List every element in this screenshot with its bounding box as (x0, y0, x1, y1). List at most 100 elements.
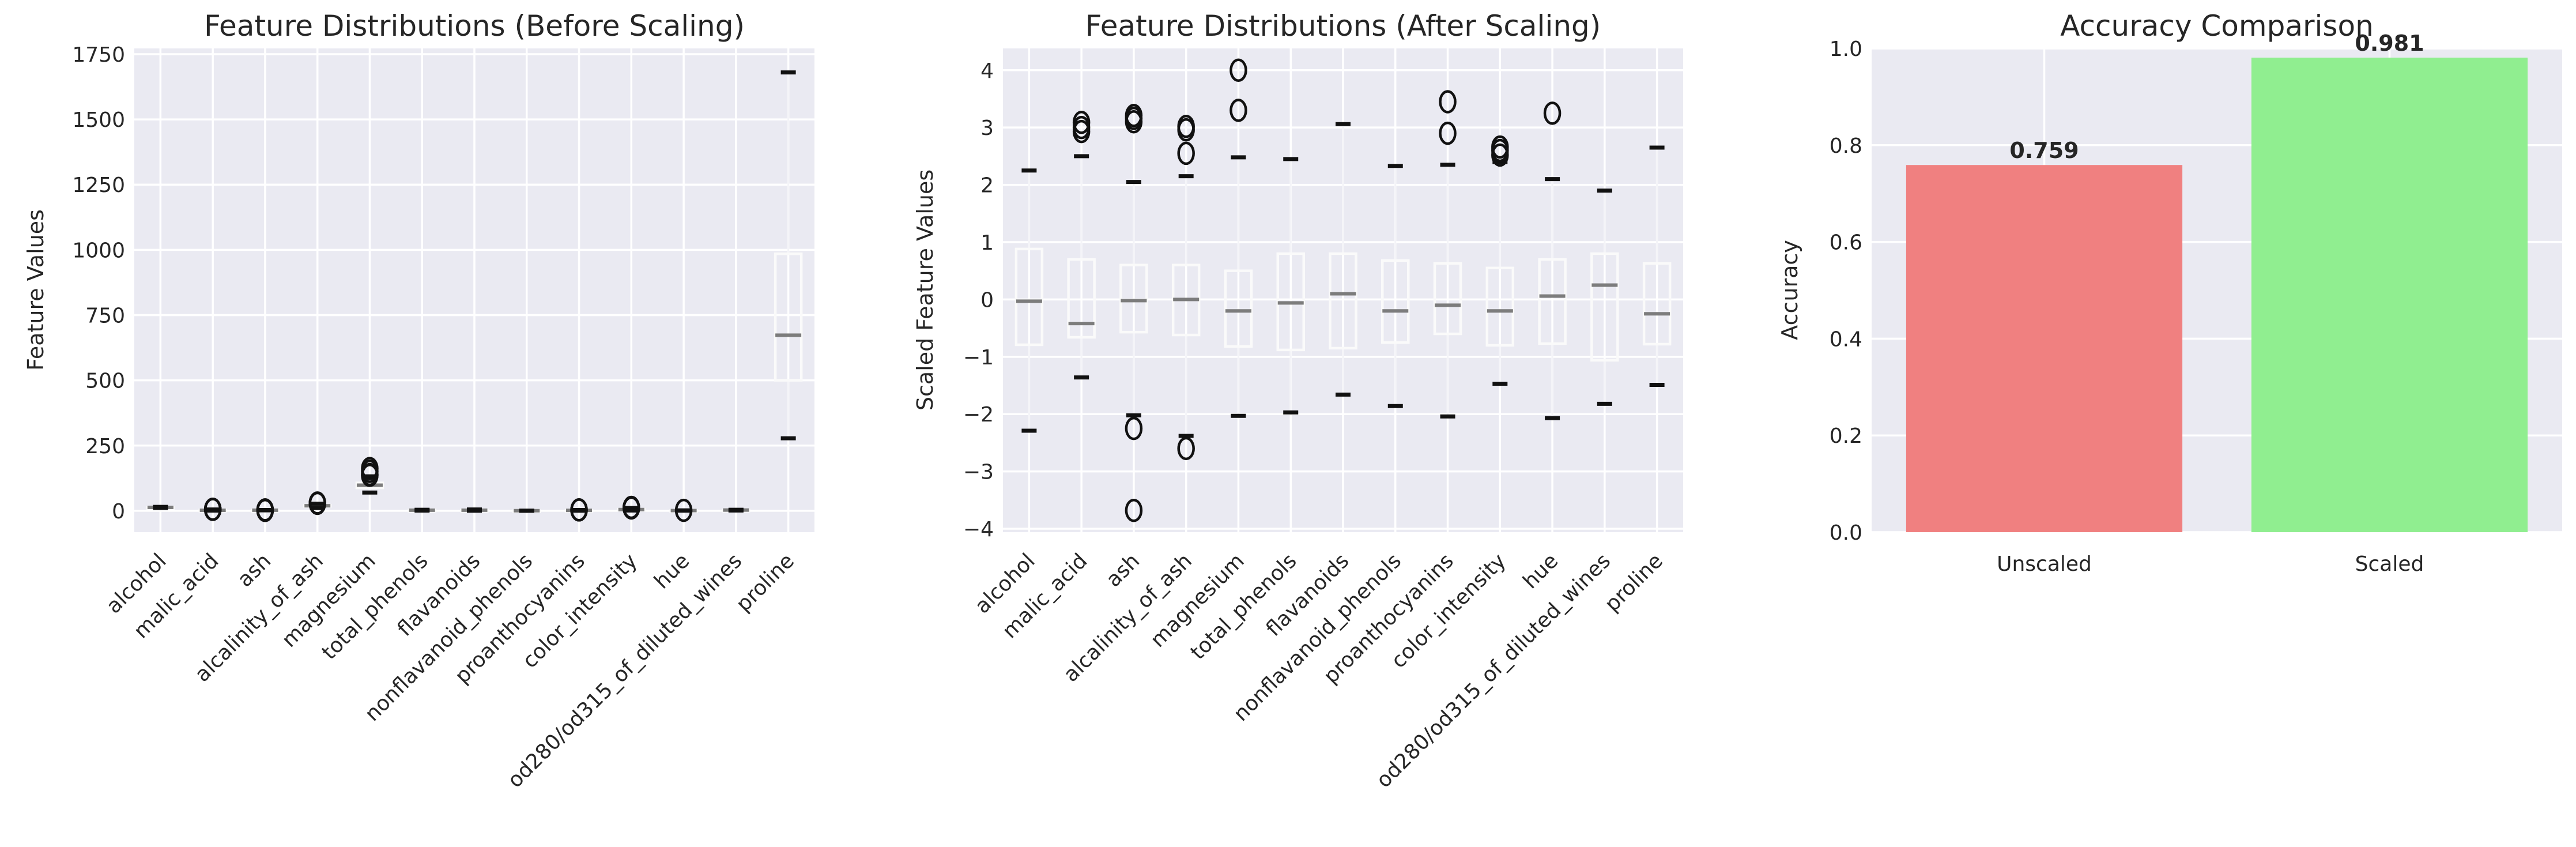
outlier-marker (623, 495, 640, 520)
boxplot-hue (1538, 101, 1567, 420)
box (1014, 247, 1044, 347)
box (1590, 252, 1619, 362)
x-tick-label: hue (1519, 549, 1563, 593)
y-tick-label: 0 (112, 500, 125, 524)
outlier-marker (1439, 90, 1457, 114)
boxplot-malic-acid (198, 498, 227, 521)
box (1224, 269, 1253, 348)
y-tick-label: 1250 (72, 174, 125, 197)
y-tick-label: −2 (963, 403, 994, 427)
y-tick-label: 0.4 (1830, 327, 1862, 351)
y-tick-label: 2 (980, 174, 994, 198)
outlier-marker (361, 457, 379, 480)
outlier-marker (1177, 436, 1195, 461)
bar-unscaled (1906, 165, 2183, 533)
y-tick-label: 0.0 (1830, 521, 1862, 545)
y-axis-label-feature-values: Feature Values (23, 209, 48, 371)
boxplot-total-phenols (408, 507, 436, 513)
box (1119, 263, 1148, 334)
outlier-marker (1125, 104, 1143, 127)
y-tick-label: 500 (85, 370, 125, 393)
boxplot-magnesium (355, 457, 384, 495)
outlier-marker (256, 498, 274, 522)
boxplot-alcohol (146, 505, 175, 510)
x-tick-label: Unscaled (1997, 552, 2092, 576)
box (1067, 258, 1096, 339)
boxplot-total-phenols (1276, 157, 1305, 415)
outlier-marker (1125, 498, 1143, 522)
y-tick-label: 3 (980, 116, 994, 140)
boxplot-alcohol (1014, 168, 1044, 433)
box (1381, 259, 1410, 344)
outlier-marker (1177, 114, 1195, 138)
outlier-marker (1229, 99, 1247, 122)
y-tick-label: −4 (963, 518, 994, 541)
boxplot-flavanoids (460, 507, 489, 513)
subplot-title-accuracy-comparison: Accuracy Comparison (2060, 9, 2374, 43)
box (1538, 258, 1567, 345)
bar-value-label: 0.981 (2355, 31, 2424, 56)
boxplot-nonflavanoid-phenols (512, 509, 541, 513)
x-tick-label: Scaled (2355, 552, 2424, 576)
x-tick-label: hue (650, 549, 695, 593)
boxplot-color-intensity (1485, 135, 1515, 386)
axes-1: 02505007501000125015001750alcoholmalic_a… (72, 43, 814, 792)
outlier-marker (570, 498, 588, 522)
subplot-title-after-scaling: Feature Distributions (After Scaling) (1085, 9, 1601, 43)
y-tick-label: 1000 (72, 239, 125, 262)
y-tick-label: 1 (980, 231, 994, 255)
y-tick-label: −1 (963, 346, 994, 370)
x-tick-label: proline (1600, 549, 1668, 616)
y-tick-label: −3 (963, 461, 994, 484)
y-tick-label: 750 (85, 304, 125, 327)
outlier-marker (1543, 101, 1562, 125)
boxplot-proanthocyanins (1433, 90, 1462, 419)
box (774, 252, 803, 382)
outlier-marker (308, 491, 326, 515)
boxplot-proline (774, 70, 803, 441)
outlier-marker (1072, 110, 1091, 134)
boxplot-od280-od315-of-diluted-wines (722, 507, 750, 513)
outlier-marker (1177, 141, 1195, 165)
boxplot-malic-acid (1067, 110, 1096, 380)
boxplot-ash (251, 498, 280, 522)
y-tick-label: 0.8 (1830, 134, 1862, 158)
box (1433, 262, 1462, 336)
box (1329, 252, 1357, 350)
y-tick-label: 250 (85, 435, 125, 458)
boxplot-proanthocyanins (564, 498, 594, 522)
boxplot-ash (1119, 104, 1148, 522)
boxplot-alcalinity-of-ash (303, 491, 332, 515)
boxplot-hue (669, 498, 698, 522)
boxplot-alcalinity-of-ash (1171, 114, 1201, 461)
subplot-title-before-scaling: Feature Distributions (Before Scaling) (204, 9, 745, 43)
y-axis-label-scaled-feature-values: Scaled Feature Values (912, 169, 938, 411)
box (1642, 262, 1672, 346)
outlier-marker (1491, 135, 1509, 159)
y-tick-label: 4 (980, 59, 994, 83)
y-tick-label: 1500 (72, 108, 125, 132)
bar-value-label: 0.759 (2009, 138, 2079, 163)
y-tick-label: 1750 (72, 43, 125, 67)
y-tick-label: 1.0 (1830, 37, 1862, 61)
outlier-marker (1229, 58, 1247, 82)
boxplot-color-intensity (617, 495, 646, 520)
boxplot-nonflavanoid-phenols (1381, 164, 1410, 408)
box (1485, 266, 1515, 347)
x-tick-label: ash (1102, 549, 1144, 592)
x-tick-label: proline (731, 549, 799, 616)
y-tick-label: 0.6 (1830, 231, 1862, 255)
boxplot-proline (1642, 145, 1672, 387)
y-axis-label-accuracy: Accuracy (1777, 240, 1802, 340)
y-tick-label: 0 (980, 288, 994, 312)
outlier-marker (1125, 416, 1143, 441)
boxplot-magnesium (1224, 58, 1253, 418)
axes-3: 0.0 0.2 0.4 0.6 0.8 1.0 Unscaled Scaled 0.759 0.9… (1830, 31, 2562, 576)
x-tick-label: ash (233, 549, 276, 592)
outlier-marker (203, 498, 222, 521)
boxplot-flavanoids (1329, 122, 1357, 397)
outlier-marker (674, 498, 693, 522)
